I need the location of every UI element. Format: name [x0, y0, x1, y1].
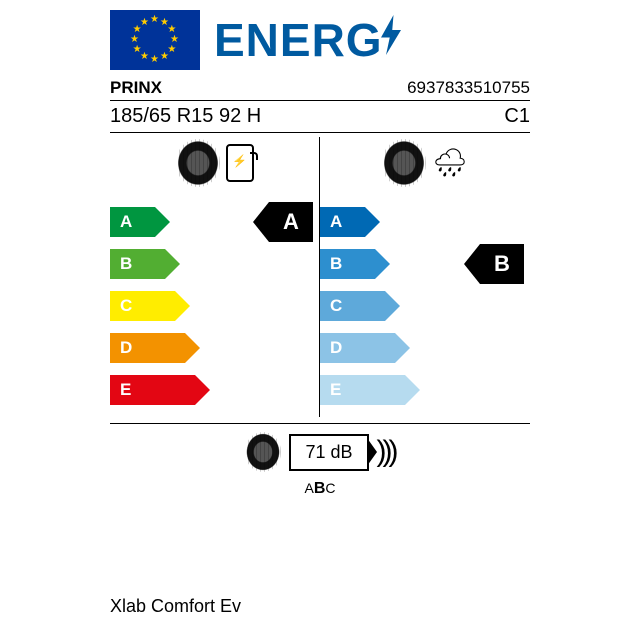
noise-section: 71 dB ))) ABC — [110, 424, 530, 472]
grade-bar-A: A — [110, 207, 155, 237]
tyre-class: C1 — [504, 105, 530, 128]
meta-size-row: 185/65 R15 92 H C1 — [110, 105, 530, 133]
grade-bar-A: A — [320, 207, 365, 237]
grade-bar-B: B — [320, 249, 375, 279]
energy-word: ENERG — [214, 13, 383, 67]
noise-value-box: 71 dB — [289, 434, 368, 471]
fuel-bars: ABCDEA — [110, 207, 319, 405]
wet-rating-badge: B — [480, 244, 524, 284]
rain-icon: 🌧 — [432, 149, 468, 177]
fuel-pump-icon — [226, 144, 254, 182]
grade-bar-E: E — [320, 375, 405, 405]
wet-column: 🌧 ABCDEB — [320, 137, 530, 417]
fuel-column: ABCDEA — [110, 137, 320, 417]
grade-bar-D: D — [320, 333, 395, 363]
article-number: 6937833510755 — [407, 78, 530, 98]
bolt-icon — [377, 15, 405, 65]
grade-bar-D: D — [110, 333, 185, 363]
energy-label: ★★★★★★★★★★★★ ENERG PRINX 6937833510755 1… — [110, 10, 530, 472]
noise-class-indicator: ABC — [304, 480, 335, 498]
header: ★★★★★★★★★★★★ ENERG — [110, 10, 530, 70]
tyre-icon — [176, 139, 220, 187]
brand-name: PRINX — [110, 78, 162, 98]
meta-brand-row: PRINX 6937833510755 — [110, 78, 530, 101]
energy-title: ENERG — [214, 13, 405, 67]
ratings-section: ABCDEA 🌧 ABCDEB — [110, 137, 530, 424]
wet-icons: 🌧 — [320, 139, 530, 187]
grade-bar-E: E — [110, 375, 195, 405]
fuel-icons — [110, 139, 319, 187]
grade-bar-C: C — [110, 291, 175, 321]
fuel-rating-badge: A — [269, 202, 313, 242]
tyre-size: 185/65 R15 92 H — [110, 105, 261, 128]
product-name: Xlab Comfort Ev — [110, 596, 241, 617]
tyre-icon — [245, 432, 281, 472]
sound-waves-icon: ))) — [377, 435, 395, 469]
grade-bar-C: C — [320, 291, 385, 321]
grade-bar-B: B — [110, 249, 165, 279]
tyre-icon — [382, 139, 426, 187]
noise-value: 71 dB — [305, 442, 352, 462]
eu-flag: ★★★★★★★★★★★★ — [110, 10, 200, 70]
wet-bars: ABCDEB — [320, 207, 530, 405]
